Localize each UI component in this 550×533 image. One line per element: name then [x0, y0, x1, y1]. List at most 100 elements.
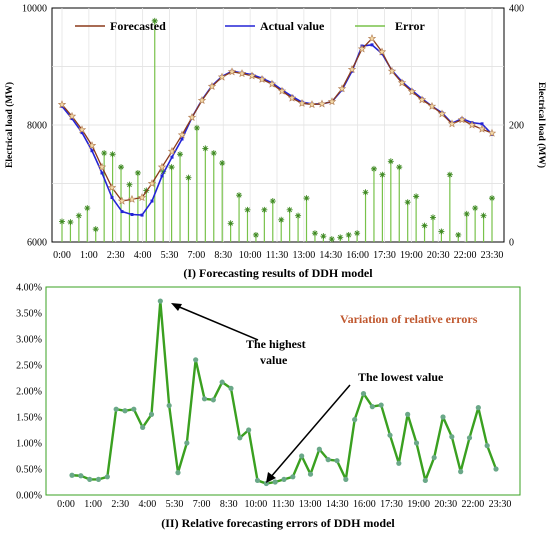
forecasted-point: [217, 72, 227, 81]
error-marker: [67, 219, 74, 226]
highest-value-annotation: The highest value: [171, 303, 306, 367]
relative-error-point: [396, 460, 402, 466]
error-marker: [202, 145, 209, 152]
relative-error-point: [78, 473, 84, 479]
actual-point: [170, 155, 174, 159]
relative-error-y-tick-label: 1.50%: [16, 413, 42, 424]
forecasted-point: [427, 101, 437, 110]
error-marker: [151, 17, 158, 24]
legend-error-label: Error: [395, 19, 425, 33]
relative-error-y-tick-label: 2.00%: [16, 387, 42, 398]
error-marker: [295, 212, 302, 219]
forecasted-point: [107, 183, 117, 192]
actual-point: [80, 131, 84, 135]
relative-error-x-tick-label: 5:30: [166, 499, 184, 510]
actual-point: [100, 171, 104, 175]
forecast-legend: Forecasted Actual value Error: [75, 19, 425, 33]
forecast-x-tick-label: 23:30: [481, 250, 504, 261]
error-marker: [463, 210, 470, 217]
relative-error-point: [184, 440, 190, 446]
error-marker: [413, 193, 420, 200]
relative-error-point: [316, 446, 322, 452]
relative-error-y-tick-label: 4.00%: [16, 283, 42, 294]
forecasted-point: [187, 113, 197, 121]
forecast-axis-ticks: 6000 8000 10000 0 200 400 0:00 1:00 2:30 4:00 5:30…: [22, 4, 524, 262]
relative-error-point: [325, 457, 331, 463]
relative-error-y-tick-label: 0.50%: [16, 465, 42, 476]
forecasted-point: [467, 120, 477, 129]
error-marker: [244, 206, 251, 213]
relative-error-plot-frame: [45, 286, 521, 496]
actual-point: [150, 199, 154, 203]
relative-error-point: [440, 414, 446, 420]
error-marker: [345, 231, 352, 238]
forecasted-point: [307, 100, 317, 109]
relative-error-point: [219, 379, 225, 385]
relative-error-point: [493, 466, 499, 472]
error-marker: [396, 164, 403, 171]
relative-error-point: [237, 435, 243, 441]
highest-annotation-line2: value: [260, 353, 288, 367]
relative-error-point: [458, 469, 464, 475]
forecast-x-tick-label: 13:00: [292, 250, 315, 261]
error-marker: [59, 218, 65, 225]
forecasted-point: [147, 179, 157, 188]
forecasted-point: [127, 194, 137, 203]
highest-arrow-head: [171, 303, 182, 311]
forecast-x-tick-label: 20:30: [427, 250, 450, 261]
error-marker: [387, 158, 394, 165]
forecasted-point: [267, 79, 277, 88]
relative-error-x-tick-label: 8:30: [220, 499, 238, 510]
relative-error-x-tick-label: 13:00: [299, 499, 322, 510]
relative-error-point: [254, 477, 261, 484]
error-marker: [472, 205, 479, 212]
highest-arrow-line: [176, 305, 259, 341]
error-marker: [362, 189, 369, 196]
actual-point: [120, 210, 124, 214]
error-marker: [286, 206, 293, 213]
forecast-x-tick-label: 17:30: [373, 250, 396, 261]
error-marker: [379, 171, 386, 178]
forecasted-point: [487, 128, 497, 137]
forecasted-point: [347, 65, 357, 73]
relative-error-point: [405, 411, 411, 417]
error-marker: [185, 174, 192, 181]
relative-error-point: [360, 391, 367, 397]
relative-error-point: [299, 453, 305, 459]
error-marker: [101, 150, 108, 157]
lowest-arrow-head: [266, 472, 276, 483]
forecasted-point: [97, 162, 107, 171]
relative-error-point: [334, 458, 340, 464]
forecast-x-tick-label: 14:30: [319, 250, 342, 261]
error-marker: [109, 151, 116, 158]
error-marker: [210, 150, 217, 157]
forecast-right-tick-label: 200: [509, 121, 524, 132]
actual-point: [180, 137, 184, 141]
actual-point: [70, 117, 74, 121]
error-marker: [168, 164, 175, 171]
error-marker: [219, 160, 226, 167]
error-marker: [236, 192, 243, 199]
error-marker: [160, 168, 167, 175]
forecast-left-axis-title: Electrical load (MW): [4, 82, 15, 168]
forecasted-point: [177, 130, 187, 139]
forecasted-point: [157, 162, 167, 171]
lowest-value-annotation: The lowest value: [266, 370, 444, 483]
error-marker: [252, 231, 259, 238]
forecasted-point: [297, 98, 307, 107]
forecast-x-tick-label: 11:30: [266, 250, 288, 261]
relative-error-point: [69, 472, 75, 478]
forecasted-point: [287, 93, 297, 102]
forecast-panel: 6000 8000 10000 0 200 400 0:00 1:00 2:30 4:00 5:30…: [4, 4, 547, 281]
error-marker: [404, 199, 411, 206]
relative-error-x-tick-label: 4:00: [138, 499, 156, 510]
error-marker: [429, 214, 436, 221]
forecasted-point: [407, 87, 417, 96]
relative-error-x-tick-label: 0:00: [57, 499, 75, 510]
forecast-x-tick-label: 16:00: [346, 250, 369, 261]
error-marker: [227, 220, 234, 227]
relative-error-point: [378, 402, 384, 408]
relative-error-point: [210, 397, 216, 403]
forecasted-point: [247, 71, 257, 80]
